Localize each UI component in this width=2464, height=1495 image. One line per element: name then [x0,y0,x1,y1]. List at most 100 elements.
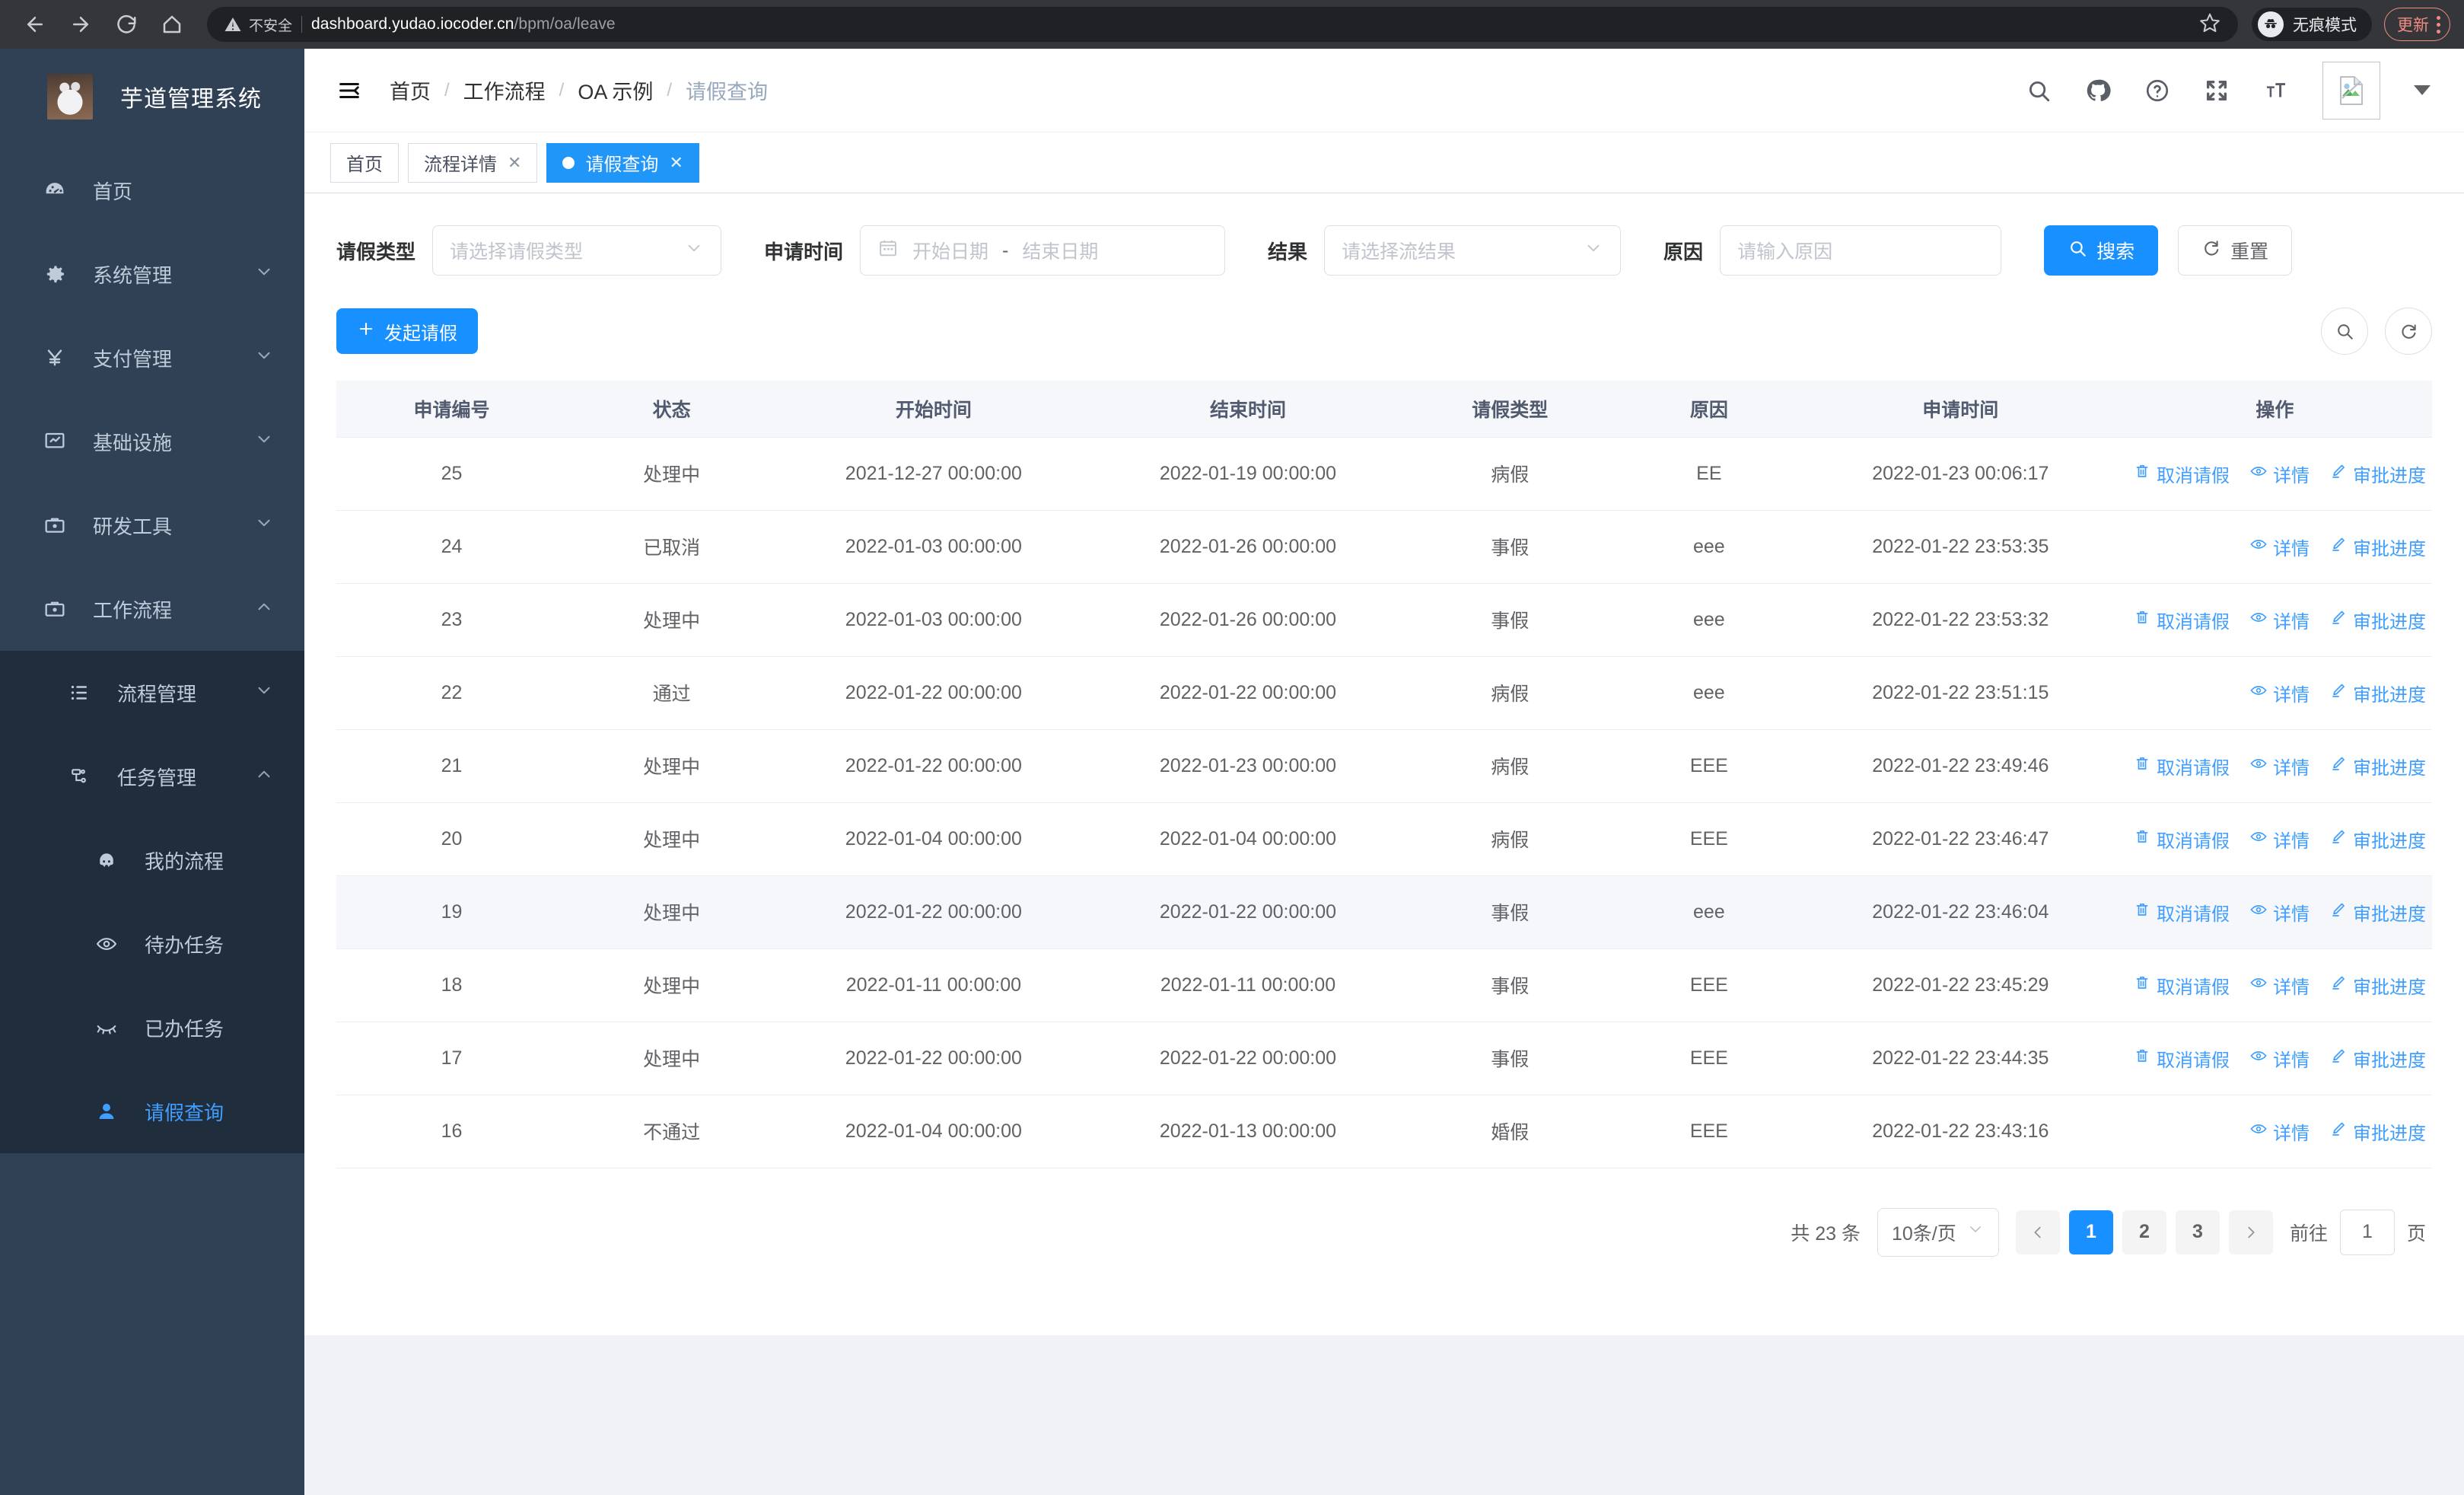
approval-progress-link[interactable]: 审批进度 [2329,1118,2426,1145]
jump-page-input[interactable]: 1 [2339,1209,2395,1255]
help-icon[interactable] [2144,78,2170,104]
sidebar-item-done-tasks[interactable]: 已办任务 [0,986,304,1069]
star-icon[interactable] [2198,11,2221,38]
table-row[interactable]: 17 处理中 2022-01-22 00:00:00 2022-01-22 00:00… [336,1022,2432,1095]
filter-form: 请假类型 请选择请假类型 申请时间 [336,219,2432,276]
detail-link[interactable]: 详情 [2249,1118,2310,1145]
result-select[interactable]: 请选择流结果 [1324,225,1622,276]
cancel-leave-link[interactable]: 取消请假 [2133,899,2230,926]
cancel-leave-link[interactable]: 取消请假 [2133,753,2230,779]
cancel-leave-link[interactable]: 取消请假 [2133,1045,2230,1072]
sidebar-item-leave-query[interactable]: 请假查询 [0,1069,304,1153]
breadcrumb-item-workflow[interactable]: 工作流程 [463,81,546,104]
row-ops-group: 取消请假 详情 审批进度 [2118,607,2432,633]
approval-progress-link[interactable]: 审批进度 [2329,534,2426,560]
refresh-icon[interactable] [2385,308,2432,355]
home-icon[interactable] [151,3,193,46]
detail-link[interactable]: 详情 [2249,1045,2310,1072]
table-row[interactable]: 21 处理中 2022-01-22 00:00:00 2022-01-23 00:00… [336,729,2432,803]
detail-link[interactable]: 详情 [2249,972,2310,999]
approval-progress-link[interactable]: 审批进度 [2329,461,2426,487]
sidebar-item-task-management[interactable]: 任务管理 [0,735,304,818]
tab-home[interactable]: 首页 [330,142,399,183]
approval-progress-link[interactable]: 审批进度 [2329,680,2426,706]
create-leave-button[interactable]: 发起请假 [336,308,478,354]
detail-link[interactable]: 详情 [2249,680,2310,706]
row-reason: EE [1614,437,1803,511]
update-button[interactable]: 更新 [2384,8,2450,41]
sidebar-logo[interactable]: 芋道管理系统 [0,49,304,144]
sidebar-item-my-process[interactable]: 我的流程 [0,818,304,902]
fullscreen-icon[interactable] [2204,78,2230,104]
font-size-icon[interactable] [2263,78,2289,104]
sidebar-item-workflow[interactable]: 工作流程 [0,567,304,651]
table-row[interactable]: 23 处理中 2022-01-03 00:00:00 2022-01-26 00:00… [336,583,2432,657]
url-text: dashboard.yudao.iocoder.cn/bpm/oa/leave [311,15,616,33]
sidebar-item-system[interactable]: 系统管理 [0,232,304,316]
cancel-leave-link[interactable]: 取消请假 [2133,461,2230,487]
approval-progress-link[interactable]: 审批进度 [2329,899,2426,926]
cancel-leave-link[interactable]: 取消请假 [2133,607,2230,633]
page-button-1[interactable]: 1 [2068,1210,2113,1254]
reason-input[interactable]: 请输入原因 [1720,225,2002,276]
detail-link[interactable]: 详情 [2249,534,2310,560]
sidebar-item-devtools[interactable]: 研发工具 [0,483,304,567]
sidebar-item-payment[interactable]: 支付管理 [0,316,304,400]
table-row[interactable]: 25 处理中 2021-12-27 00:00:00 2022-01-19 00:00… [336,437,2432,511]
table-row[interactable]: 19 处理中 2022-01-22 00:00:00 2022-01-22 00:00… [336,875,2432,949]
kebab-menu-icon[interactable] [2437,15,2440,33]
search-icon[interactable] [2026,78,2052,104]
approval-progress-link[interactable]: 审批进度 [2329,1045,2426,1072]
table-row[interactable]: 16 不通过 2022-01-04 00:00:00 2022-01-13 00:00… [336,1095,2432,1168]
tab-leave-query[interactable]: 请假查询 ✕ [546,142,699,183]
apply-time-daterange[interactable]: 开始日期 - 结束日期 [860,225,1226,276]
detail-link[interactable]: 详情 [2249,753,2310,779]
approval-progress-link[interactable]: 审批进度 [2329,607,2426,633]
approval-progress-link[interactable]: 审批进度 [2329,753,2426,779]
search-icon[interactable] [2321,308,2368,355]
table-row[interactable]: 18 处理中 2022-01-11 00:00:00 2022-01-11 00:00… [336,948,2432,1022]
avatar[interactable] [2322,61,2380,120]
chevron-right-icon[interactable] [2228,1210,2273,1254]
approval-progress-link[interactable]: 审批进度 [2329,972,2426,999]
breadcrumb-item-home[interactable]: 首页 [390,81,431,104]
table-row[interactable]: 24 已取消 2022-01-03 00:00:00 2022-01-26 00:00… [336,510,2432,584]
chevron-left-icon[interactable] [2015,1210,2060,1254]
leave-type-select[interactable]: 请选择请假类型 [432,225,722,276]
sidebar-item-infrastructure[interactable]: 基础设施 [0,400,304,483]
back-icon[interactable] [14,3,56,46]
sidebar-item-process-management[interactable]: 流程管理 [0,651,304,735]
tab-process-detail[interactable]: 流程详情 ✕ [408,142,538,183]
page-size-select[interactable]: 10条/页 [1877,1207,1999,1257]
github-icon[interactable] [2085,78,2111,104]
table-row[interactable]: 20 处理中 2022-01-04 00:00:00 2022-01-04 00:00… [336,802,2432,876]
detail-link[interactable]: 详情 [2249,607,2310,633]
cancel-leave-link[interactable]: 取消请假 [2133,826,2230,853]
forward-arrow-icon[interactable] [59,3,102,46]
reset-button[interactable]: 重置 [2178,225,2293,276]
row-end: 2022-01-13 00:00:00 [1090,1095,1405,1168]
address-bar[interactable]: 不安全 dashboard.yudao.iocoder.cn/bpm/oa/le… [207,7,2238,42]
cancel-leave-link[interactable]: 取消请假 [2133,972,2230,999]
detail-link[interactable]: 详情 [2249,826,2310,853]
sidebar-item-home[interactable]: 首页 [0,148,304,232]
approval-progress-link[interactable]: 审批进度 [2329,826,2426,853]
table-row[interactable]: 22 通过 2022-01-22 00:00:00 2022-01-22 00:00:… [336,656,2432,730]
page-button-2[interactable]: 2 [2122,1210,2166,1254]
security-indicator[interactable]: 不安全 [224,14,292,35]
close-icon[interactable]: ✕ [508,152,522,172]
detail-link[interactable]: 详情 [2249,461,2310,487]
detail-link[interactable]: 详情 [2249,899,2310,926]
row-type: 病假 [1405,802,1615,876]
incognito-indicator[interactable]: 无痕模式 [2252,8,2372,41]
sidebar-item-todo-tasks[interactable]: 待办任务 [0,902,304,986]
plus-icon [357,320,375,343]
reload-icon[interactable] [105,3,148,46]
breadcrumb-item-oa-example[interactable]: OA 示例 [578,81,654,104]
close-icon[interactable]: ✕ [669,152,683,172]
eye-icon [2249,608,2268,632]
hamburger-icon[interactable] [336,78,362,104]
search-button[interactable]: 搜索 [2044,225,2159,276]
page-button-3[interactable]: 3 [2175,1210,2220,1254]
caret-down-icon[interactable] [2414,85,2431,95]
